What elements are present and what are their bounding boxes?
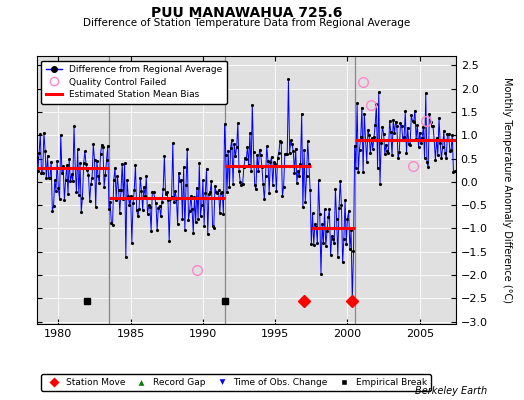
Y-axis label: Monthly Temperature Anomaly Difference (°C): Monthly Temperature Anomaly Difference (… bbox=[502, 77, 512, 303]
Text: PUU MANAWAHUA 725.6: PUU MANAWAHUA 725.6 bbox=[150, 6, 342, 20]
Text: Berkeley Earth: Berkeley Earth bbox=[415, 386, 487, 396]
Legend: Station Move, Record Gap, Time of Obs. Change, Empirical Break: Station Move, Record Gap, Time of Obs. C… bbox=[41, 374, 431, 390]
Text: Difference of Station Temperature Data from Regional Average: Difference of Station Temperature Data f… bbox=[83, 18, 410, 28]
